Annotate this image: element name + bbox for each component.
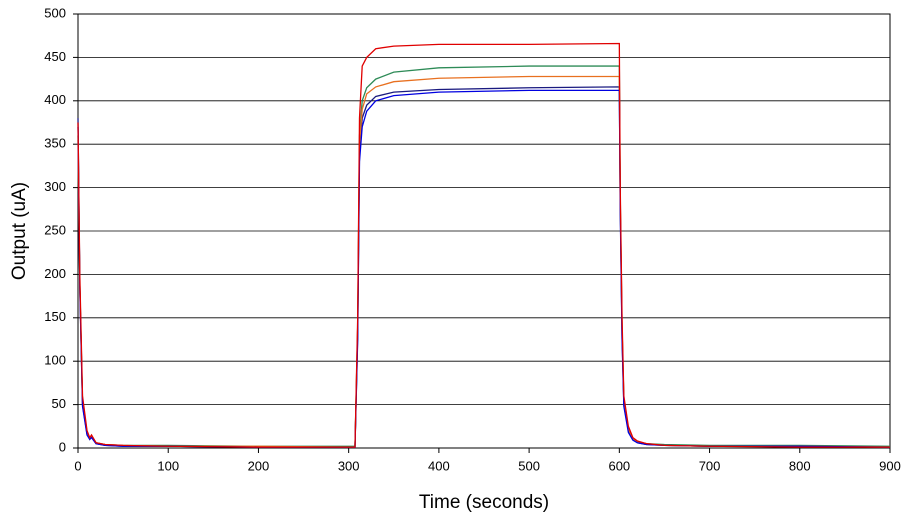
y-tick-label: 50 xyxy=(52,396,66,411)
y-tick-label: 450 xyxy=(44,49,66,64)
data-line xyxy=(77,89,891,448)
y-tick-label: 400 xyxy=(44,92,66,107)
x-tick-label: 300 xyxy=(338,458,360,473)
x-tick-label: 200 xyxy=(248,458,270,473)
y-axis-title: Output (uA) xyxy=(9,182,30,280)
y-tick-label: 500 xyxy=(44,5,66,20)
x-axis-title: Time (seconds) xyxy=(419,492,549,513)
x-tick-label: 400 xyxy=(428,458,450,473)
data-line xyxy=(77,65,891,447)
x-tick-label: 100 xyxy=(157,458,179,473)
y-tick-label: 0 xyxy=(59,439,66,454)
y-tick-label: 100 xyxy=(44,353,66,368)
x-tick-label: 0 xyxy=(74,458,81,473)
plot-border xyxy=(77,13,891,449)
data-line xyxy=(77,86,891,448)
y-tick-label: 250 xyxy=(44,222,66,237)
y-tick-label: 150 xyxy=(44,309,66,324)
x-tick-label: 500 xyxy=(518,458,540,473)
y-tick-label: 200 xyxy=(44,266,66,281)
x-tick-label: 700 xyxy=(699,458,721,473)
y-tick-label: 350 xyxy=(44,136,66,151)
y-tick-label: 300 xyxy=(44,179,66,194)
x-tick-label: 800 xyxy=(789,458,811,473)
x-tick-label: 900 xyxy=(879,458,901,473)
x-tick-label: 600 xyxy=(608,458,630,473)
data-line xyxy=(77,75,891,448)
data-line xyxy=(77,42,890,448)
